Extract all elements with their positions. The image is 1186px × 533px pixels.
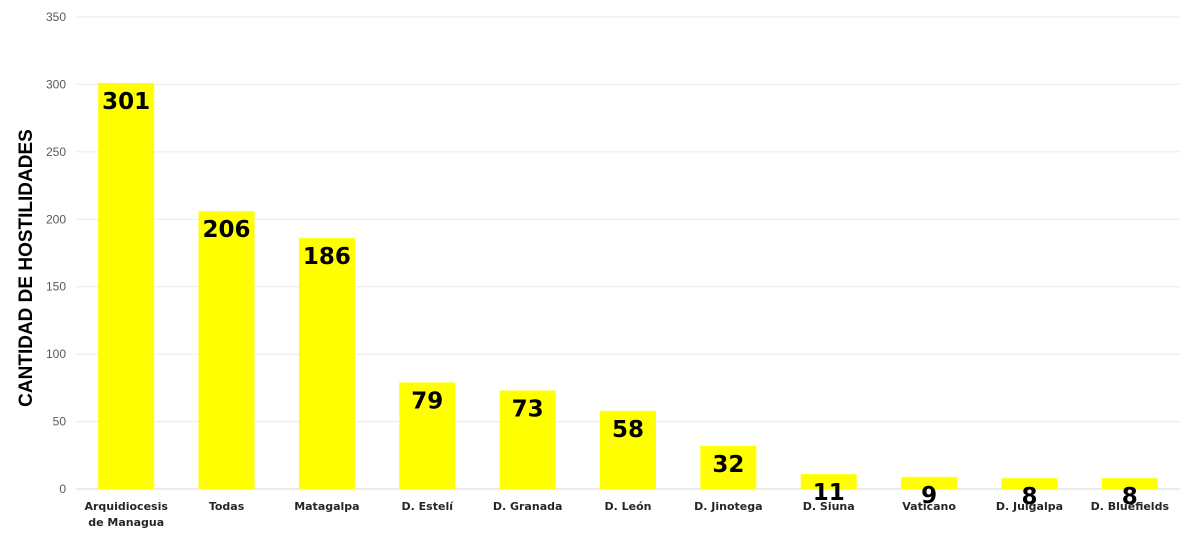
data-label: 32 [712, 452, 744, 478]
x-tick-label: Arquidiocesis de Managua [84, 500, 168, 529]
bar [901, 476, 958, 489]
y-axis-label: CANTIDAD DE HOSTILIDADES [16, 129, 37, 407]
data-label: 79 [411, 388, 443, 414]
data-label: 73 [512, 397, 544, 423]
x-tick-label: D. Juigalpa [996, 500, 1063, 513]
y-tick-label: 0 [59, 482, 66, 496]
x-tick-label: D. Bluefields [1091, 500, 1170, 513]
bar [298, 238, 355, 489]
x-tick-label: D. Siuna [803, 500, 855, 513]
bar [800, 474, 857, 489]
bar [198, 211, 255, 490]
bar [399, 382, 456, 489]
data-label: 8 [1021, 484, 1037, 510]
y-tick-label: 350 [46, 10, 66, 24]
data-label: 8 [1122, 484, 1138, 510]
data-label: 186 [303, 244, 351, 270]
data-label: 58 [612, 417, 644, 443]
gridlines [76, 16, 1180, 490]
bar [499, 390, 556, 489]
data-label: 9 [921, 483, 937, 509]
data-labels: 301 206 186 79 73 58 32 11 9 8 8 [102, 89, 1138, 510]
x-tick-label: D. Jinotega [694, 500, 762, 513]
bar [1101, 478, 1158, 489]
x-tick-label: D. Estelí [402, 500, 455, 513]
y-tick-label: 150 [46, 280, 66, 294]
x-tick-label: D. León [605, 500, 652, 513]
y-tick-label: 100 [46, 347, 66, 361]
x-tick-label: D. Granada [493, 500, 563, 513]
y-tick-label: 200 [46, 212, 66, 226]
x-tick-label: Matagalpa [294, 500, 359, 513]
y-tick-label: 300 [46, 77, 66, 91]
data-label: 206 [203, 217, 251, 243]
x-tick-label: Todas [209, 500, 245, 513]
bars [98, 83, 1158, 490]
bar [98, 83, 155, 489]
x-axis-ticks: Arquidiocesis de Managua Todas Matagalpa D. … [84, 500, 1169, 529]
data-label: 301 [102, 89, 150, 115]
x-tick-label: Vaticano [902, 500, 956, 513]
y-tick-label: 250 [46, 145, 66, 159]
y-tick-label: 50 [53, 415, 67, 429]
data-label: 11 [813, 480, 845, 506]
bar [600, 410, 656, 489]
bar [1001, 478, 1058, 489]
y-axis-ticks: 0 50 100 150 200 250 300 350 [46, 10, 66, 496]
bar [700, 445, 757, 489]
